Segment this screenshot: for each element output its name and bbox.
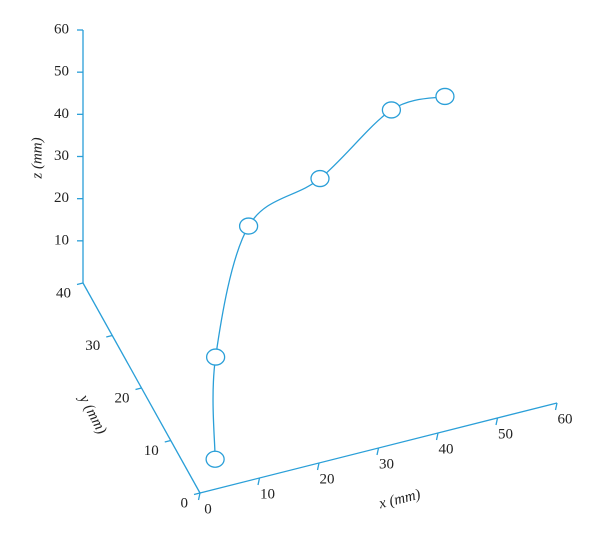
- y-tick-label: 10: [144, 443, 159, 459]
- y-axis-label: y (mm): [75, 391, 110, 437]
- x-tick: [554, 402, 558, 411]
- y-tick: [135, 387, 142, 391]
- x-tick-label: 20: [320, 471, 335, 487]
- z-tick-label: 10: [54, 232, 69, 248]
- y-tick-label: 30: [85, 338, 100, 354]
- y-tick-label: 40: [56, 285, 71, 301]
- y-tick: [76, 282, 84, 286]
- point: [381, 101, 402, 119]
- z-tick-label: 20: [54, 190, 69, 206]
- x-tick: [376, 447, 380, 456]
- z-axis-label: z (mm): [29, 137, 45, 179]
- x-axis-label: x (mm): [377, 487, 423, 513]
- x-tick-label: 60: [558, 411, 573, 427]
- x-tick: [495, 417, 499, 426]
- x-tick: [435, 432, 439, 441]
- x-tick-label: 40: [439, 441, 454, 457]
- point: [310, 169, 330, 188]
- z-tick-label: 30: [54, 148, 69, 164]
- z-tick-label: 40: [54, 106, 69, 122]
- x-tick: [197, 492, 201, 501]
- point: [238, 217, 259, 235]
- point: [205, 348, 226, 366]
- x-tick-label: 50: [498, 426, 513, 442]
- y-tick: [106, 334, 113, 338]
- x-tick-label: 10: [260, 486, 275, 502]
- y-tick: [164, 439, 171, 443]
- x-tick-label: 30: [379, 456, 394, 472]
- x-tick: [316, 462, 320, 471]
- z-tick-label: 60: [54, 21, 69, 37]
- y-tick-label: 20: [115, 390, 130, 406]
- point: [205, 450, 225, 468]
- y-tick-label: 0: [181, 495, 189, 511]
- y-tick: [193, 492, 201, 496]
- x-tick-label: 0: [204, 501, 212, 517]
- z-tick-label: 50: [54, 64, 69, 80]
- line: [212, 95, 446, 460]
- x-tick: [257, 477, 261, 486]
- point: [435, 87, 455, 106]
